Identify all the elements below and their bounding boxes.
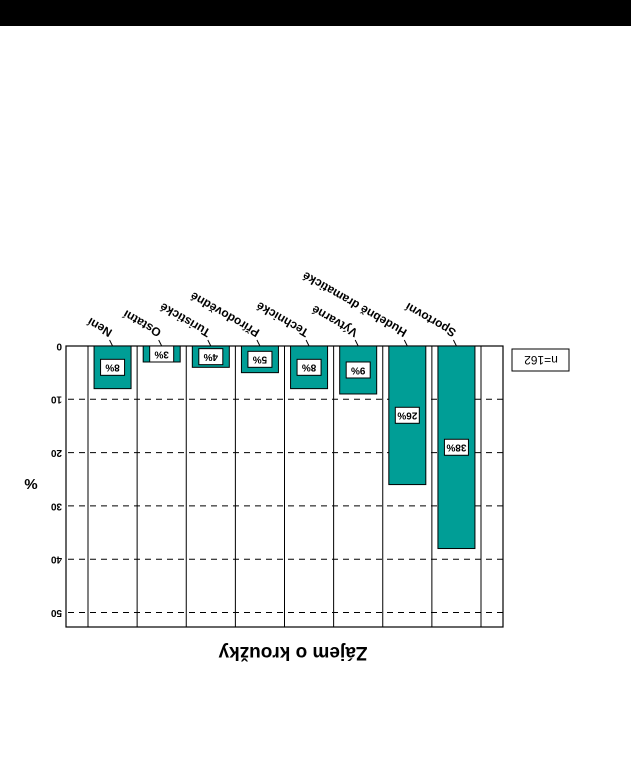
- data-label-box: [198, 348, 224, 366]
- data-label: 38%: [446, 442, 466, 453]
- data-label-box: [443, 438, 469, 456]
- category-leader: [354, 339, 359, 347]
- category-leader: [158, 339, 163, 347]
- y-tick-label: 10: [50, 394, 62, 405]
- data-label: 3%: [154, 348, 169, 359]
- y-tick-label: 0: [56, 340, 62, 351]
- data-label: 8%: [105, 362, 120, 373]
- category-label: Ostatní: [120, 307, 163, 340]
- data-label-box: [296, 358, 322, 376]
- category-label: Technické: [254, 299, 311, 340]
- data-label-box: [247, 350, 273, 368]
- y-tick-label: 50: [50, 607, 62, 618]
- category-leader: [256, 339, 261, 347]
- chart-title: Zájem o kroužky: [218, 642, 367, 663]
- category-label: Sportovní: [402, 299, 458, 339]
- category-leader: [305, 339, 310, 347]
- n-label: n=162: [524, 353, 558, 367]
- y-axis-label: %: [24, 475, 37, 492]
- category-leader: [109, 339, 114, 347]
- data-label-box: [100, 358, 126, 376]
- n-label-box: [511, 348, 570, 372]
- data-label: 5%: [253, 354, 268, 365]
- category-leader: [403, 339, 408, 347]
- data-label: 4%: [203, 351, 218, 362]
- category-label: Není: [84, 314, 114, 339]
- category-leader: [207, 339, 212, 347]
- y-tick-label: 40: [50, 554, 62, 565]
- y-tick-label: 30: [50, 500, 62, 511]
- data-label-box: [149, 345, 175, 363]
- data-label: 9%: [351, 364, 366, 375]
- y-tick-label: 20: [50, 447, 62, 458]
- data-label-box: [345, 361, 371, 379]
- data-label: 26%: [397, 410, 417, 421]
- category-leader: [452, 339, 457, 347]
- data-label-box: [394, 406, 420, 424]
- data-label: 8%: [302, 362, 317, 373]
- top-bar: [0, 0, 631, 26]
